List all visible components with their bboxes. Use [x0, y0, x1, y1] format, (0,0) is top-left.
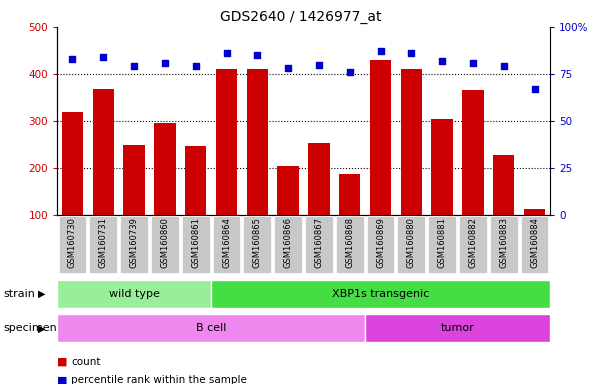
Text: GSM160739: GSM160739 — [130, 217, 139, 268]
FancyBboxPatch shape — [151, 216, 178, 273]
Bar — [462, 90, 484, 215]
Text: strain: strain — [3, 289, 35, 299]
Text: GSM160860: GSM160860 — [160, 217, 169, 268]
Bar — [62, 112, 84, 215]
Text: GSM160864: GSM160864 — [222, 217, 231, 268]
Point — [499, 63, 508, 70]
Bar — [277, 166, 299, 215]
Point — [191, 63, 201, 70]
Text: GSM160731: GSM160731 — [99, 217, 108, 268]
Text: GSM160861: GSM160861 — [191, 217, 200, 268]
Point — [438, 58, 447, 64]
Bar — [523, 209, 545, 215]
Text: specimen: specimen — [3, 323, 56, 333]
Text: GSM160882: GSM160882 — [468, 217, 477, 268]
Text: count: count — [71, 357, 100, 367]
Text: GSM160880: GSM160880 — [407, 217, 416, 268]
FancyBboxPatch shape — [59, 216, 87, 273]
Point — [529, 86, 539, 92]
Bar — [246, 69, 268, 215]
Bar — [185, 146, 207, 215]
Text: GSM160868: GSM160868 — [345, 217, 354, 268]
Bar — [400, 69, 422, 215]
FancyBboxPatch shape — [459, 216, 487, 273]
Text: GSM160867: GSM160867 — [314, 217, 323, 268]
Text: GSM160730: GSM160730 — [68, 217, 77, 268]
Text: ▶: ▶ — [38, 289, 45, 299]
Bar — [216, 69, 237, 215]
Point — [99, 54, 108, 60]
Point — [68, 56, 78, 62]
Text: percentile rank within the sample: percentile rank within the sample — [71, 375, 247, 384]
FancyBboxPatch shape — [57, 314, 365, 342]
Point — [345, 69, 355, 75]
FancyBboxPatch shape — [336, 216, 364, 273]
Text: GSM160865: GSM160865 — [253, 217, 262, 268]
Text: GSM160881: GSM160881 — [438, 217, 447, 268]
FancyBboxPatch shape — [90, 216, 117, 273]
Bar — [432, 119, 453, 215]
FancyBboxPatch shape — [305, 216, 333, 273]
FancyBboxPatch shape — [120, 216, 148, 273]
Text: GDS2640 / 1426977_at: GDS2640 / 1426977_at — [220, 10, 381, 23]
Bar — [154, 123, 175, 215]
Point — [252, 52, 262, 58]
Point — [376, 48, 385, 55]
Point — [314, 61, 324, 68]
FancyBboxPatch shape — [213, 216, 240, 273]
FancyBboxPatch shape — [365, 314, 550, 342]
Text: ■: ■ — [57, 357, 67, 367]
Point — [283, 65, 293, 71]
Bar — [370, 60, 391, 215]
FancyBboxPatch shape — [274, 216, 302, 273]
Text: wild type: wild type — [109, 289, 159, 299]
Point — [468, 60, 478, 66]
FancyBboxPatch shape — [182, 216, 210, 273]
FancyBboxPatch shape — [211, 280, 550, 308]
Bar — [308, 143, 330, 215]
FancyBboxPatch shape — [397, 216, 425, 273]
Bar — [93, 89, 114, 215]
Bar — [493, 155, 514, 215]
Text: GSM160869: GSM160869 — [376, 217, 385, 268]
FancyBboxPatch shape — [429, 216, 456, 273]
Text: tumor: tumor — [441, 323, 474, 333]
Point — [160, 60, 169, 66]
FancyBboxPatch shape — [243, 216, 271, 273]
FancyBboxPatch shape — [57, 280, 211, 308]
Text: GSM160883: GSM160883 — [499, 217, 508, 268]
Text: B cell: B cell — [196, 323, 227, 333]
FancyBboxPatch shape — [367, 216, 394, 273]
Point — [129, 63, 139, 70]
Bar — [123, 146, 145, 215]
FancyBboxPatch shape — [520, 216, 548, 273]
Text: ■: ■ — [57, 375, 67, 384]
Text: XBP1s transgenic: XBP1s transgenic — [332, 289, 429, 299]
Point — [222, 50, 231, 56]
Text: ▶: ▶ — [38, 323, 45, 333]
FancyBboxPatch shape — [490, 216, 517, 273]
Point — [406, 50, 416, 56]
Text: GSM160884: GSM160884 — [530, 217, 539, 268]
Text: GSM160866: GSM160866 — [284, 217, 293, 268]
Bar — [339, 174, 361, 215]
